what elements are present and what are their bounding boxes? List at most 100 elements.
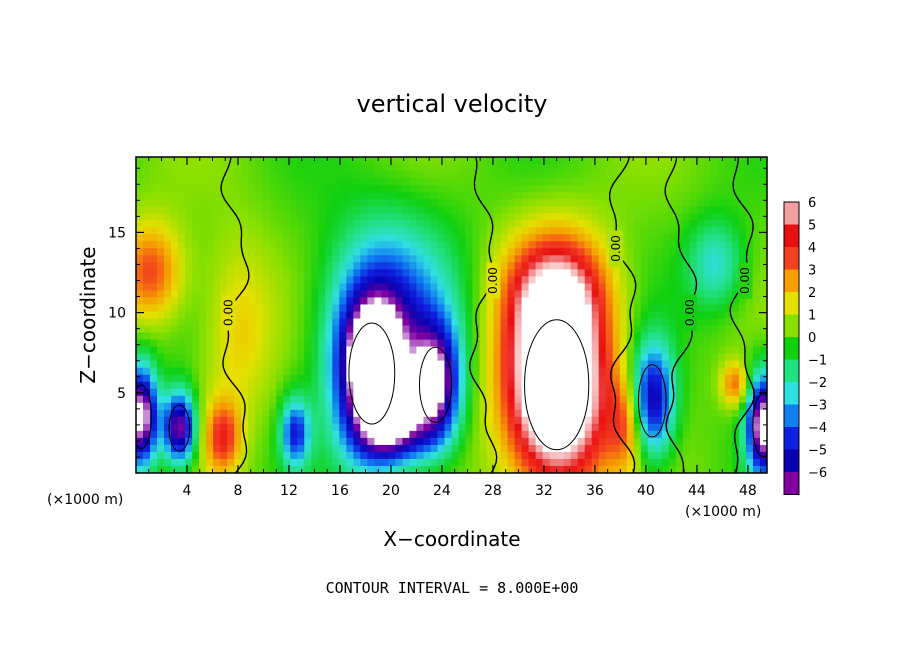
heatmap-cell [696,185,705,193]
heatmap-cell [325,241,333,249]
heatmap-cell [598,353,607,362]
heatmap-cell [346,332,354,341]
heatmap-cell [199,451,207,460]
heatmap-cell [738,227,747,235]
heatmap-cell [269,276,277,284]
heatmap-cell [283,262,291,270]
heatmap-cell [717,255,726,263]
heatmap-cell [199,374,207,383]
heatmap-cell [717,304,726,313]
heatmap-cell [479,367,488,376]
heatmap-cell [563,332,572,341]
heatmap-cell [332,325,340,334]
heatmap-cell [500,444,509,453]
heatmap-cell [444,346,453,355]
heatmap-cell [206,213,214,221]
heatmap-cell [423,374,432,383]
heatmap-cell [339,255,347,263]
heatmap-cell [325,290,333,299]
heatmap-cell [598,388,607,397]
heatmap-cell [710,395,719,404]
heatmap-cell [752,437,761,446]
heatmap-cell [619,290,628,299]
heatmap-cell [556,318,565,327]
heatmap-cell [640,444,649,453]
heatmap-cell [647,430,656,439]
heatmap-cell [241,297,249,306]
heatmap-cell [157,227,165,235]
heatmap-cell [570,451,579,460]
heatmap-cell [255,262,263,270]
heatmap-cell [507,318,516,327]
heatmap-cell [542,360,551,369]
heatmap-cell [388,465,397,473]
heatmap-cell [717,318,726,327]
heatmap-cell [402,192,411,200]
heatmap-cell [367,213,375,221]
heatmap-cell [276,213,284,221]
heatmap-cell [311,311,319,320]
heatmap-cell [549,255,558,263]
heatmap-cell [227,213,235,221]
heatmap-cell [528,346,537,355]
heatmap-cell [346,402,354,411]
heatmap-cell [584,171,593,179]
heatmap-cell [640,437,649,446]
heatmap-cell [542,297,551,306]
heatmap-cell [206,206,214,214]
heatmap-cell [640,430,649,439]
heatmap-cell [668,444,677,453]
heatmap-cell [479,171,488,179]
heatmap-cell [633,220,642,228]
heatmap-cell [325,248,333,256]
heatmap-cell [192,339,200,348]
heatmap-cell [346,318,354,327]
heatmap-cell [437,430,446,439]
heatmap-cell [297,430,305,439]
heatmap-cell [682,437,691,446]
heatmap-cell [689,360,698,369]
heatmap-cell [374,325,382,334]
heatmap-cell [192,157,200,165]
heatmap-cell [500,318,509,327]
heatmap-cell [185,213,193,221]
heatmap-cell [570,444,579,453]
heatmap-cell [745,465,754,473]
heatmap-cell [430,367,439,376]
heatmap-cell [556,234,565,242]
heatmap-cell [479,157,488,165]
heatmap-cell [626,297,635,306]
heatmap-cell [689,192,698,200]
heatmap-cell [682,206,691,214]
heatmap-cell [430,346,439,355]
heatmap-cell [752,297,761,306]
heatmap-cell [696,283,705,292]
heatmap-cell [311,444,319,453]
heatmap-cell [654,178,663,186]
heatmap-cell [269,241,277,249]
heatmap-cell [388,157,397,165]
heatmap-cell [353,437,361,446]
heatmap-cell [367,332,375,341]
heatmap-cell [241,367,249,376]
heatmap-cell [465,192,474,200]
heatmap-cell [276,360,284,369]
heatmap-cell [430,297,439,306]
heatmap-cell [234,416,242,425]
heatmap-cell [640,297,649,306]
heatmap-cell [255,311,263,320]
heatmap-cell [220,269,228,277]
heatmap-cell [206,171,214,179]
heatmap-cell [633,402,642,411]
heatmap-cell [626,269,635,277]
heatmap-cell [185,199,193,207]
heatmap-cell [332,402,340,411]
heatmap-cell [563,290,572,299]
heatmap-cell [752,423,761,432]
heatmap-cell [451,206,460,214]
heatmap-cell [626,157,635,165]
heatmap-cell [612,444,621,453]
heatmap-cell [514,444,523,453]
heatmap-cell [724,388,733,397]
heatmap-cell [717,381,726,390]
